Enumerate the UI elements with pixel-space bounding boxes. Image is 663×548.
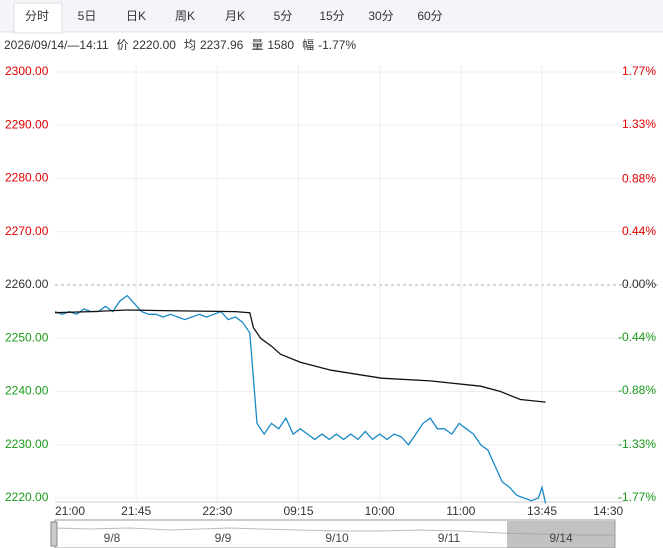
- info-vol: 1580: [267, 38, 294, 52]
- x-tick-label: 22:30: [202, 504, 232, 518]
- navigator-label: 9/11: [438, 531, 461, 545]
- info-avg-label: 均: [184, 38, 196, 52]
- y2-tick-label: -1.33%: [618, 437, 656, 451]
- y-tick-label: 2220.00: [5, 490, 49, 504]
- info-avg: 2237.96: [200, 38, 244, 52]
- plot: 2300.00 2290.00 2280.00 2270.00 2260.00 2250.…: [5, 64, 658, 518]
- series-line: [54, 309, 546, 403]
- tabs: 分时 5日 日K 周K 月K 5分 15分 30分 60分: [13, 2, 443, 34]
- y-tick-label: 2300.00: [5, 64, 49, 78]
- y-tick-label: 2270.00: [5, 224, 49, 238]
- tab[interactable]: 30分: [368, 9, 393, 23]
- info-time: 2026/09/14/—14:11: [4, 38, 109, 52]
- info-range: -1.77%: [318, 38, 356, 52]
- y-tick-label: 2240.00: [5, 384, 49, 398]
- navigator-handle[interactable]: [50, 521, 58, 547]
- navigator-label: 9/8: [104, 531, 121, 545]
- x-tick-label: 13:45: [527, 504, 557, 518]
- y-tick-label: 2280.00: [5, 171, 49, 185]
- x-tick-label: 21:00: [55, 504, 85, 518]
- tab-active-bg[interactable]: [13, 2, 63, 34]
- info-vol-label: 量: [251, 38, 263, 52]
- navigator-label: 9/10: [325, 531, 349, 545]
- y-tick-label: 2250.00: [5, 330, 49, 344]
- navigator-selection[interactable]: [507, 521, 615, 548]
- y2-tick-label: -0.44%: [618, 330, 656, 344]
- y2-tick-label: 1.77%: [622, 64, 656, 78]
- x-tick-label: 14:30: [593, 504, 623, 518]
- tab[interactable]: 分时: [25, 9, 49, 23]
- x-tick-label: 21:45: [121, 504, 151, 518]
- y2-tick-label: 0.44%: [622, 224, 656, 238]
- tab[interactable]: 日K: [126, 9, 146, 23]
- y2-tick-label: -1.77%: [618, 490, 656, 504]
- y-tick-label: 2230.00: [5, 437, 49, 451]
- x-tick-label: 10:00: [365, 504, 395, 518]
- info-price: 2220.00: [133, 38, 177, 52]
- y-tick-label: 2290.00: [5, 117, 49, 131]
- y2-tick-label: 0.00%: [622, 277, 656, 291]
- tab[interactable]: 周K: [175, 9, 195, 23]
- y2-tick-label: -0.88%: [618, 383, 656, 397]
- navigator-labels: 9/8 9/9 9/10 9/11 9/14: [104, 531, 573, 545]
- tab[interactable]: 60分: [417, 9, 442, 23]
- tab-bar: [0, 0, 663, 32]
- info-price-label: 价: [117, 38, 129, 52]
- navigator-label: 9/9: [215, 531, 232, 545]
- y2-tick-label: 0.88%: [622, 171, 656, 185]
- info-line: 2026/09/14/—14:11 价 2220.00 均 2237.96 量 1580 幅 -…: [4, 37, 356, 52]
- x-tick-label: 11:00: [446, 504, 475, 518]
- tab[interactable]: 5日: [78, 9, 97, 23]
- y2-tick-label: 1.33%: [622, 117, 656, 131]
- series-line: [54, 294, 547, 504]
- tab[interactable]: 5分: [274, 9, 293, 23]
- y-tick-label: 2260.00: [5, 277, 49, 291]
- navigator-label: 9/14: [549, 531, 573, 545]
- x-tick-label: 09:15: [283, 504, 313, 518]
- tab[interactable]: 月K: [225, 9, 245, 23]
- tab[interactable]: 15分: [319, 9, 344, 23]
- info-range-label: 幅: [302, 37, 314, 52]
